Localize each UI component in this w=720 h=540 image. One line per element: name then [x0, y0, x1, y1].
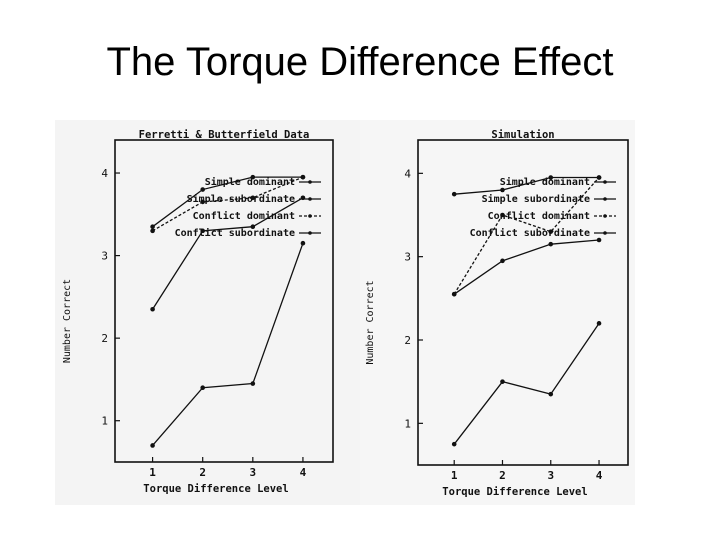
chart1-data-point-conflict-dominant	[500, 212, 505, 218]
chart1-series-line-conflict-dominant	[453, 177, 600, 295]
chart1-y-tick-label: 2	[404, 334, 411, 347]
chart1-chart-title: Simulation	[491, 129, 554, 141]
chart1-legend-label-simple-dominant: Simple dominant	[500, 176, 590, 188]
chart1-data-point-conflict-dominant	[451, 291, 457, 297]
chart1-legend-marker-simple-dominant	[603, 180, 607, 184]
chart1-legend-marker-simple-subordinate	[603, 197, 607, 201]
chart0-y-axis-label: Number Correct	[62, 279, 73, 363]
chart0-data-point-simple-subordinate	[200, 228, 206, 234]
chart0-data-point-conflict-dominant	[300, 174, 306, 180]
chart0-data-point-simple-subordinate	[150, 306, 155, 312]
chart0-y-tick-label: 2	[101, 332, 108, 345]
chart0-x-tick-label: 4	[300, 466, 307, 479]
chart-ferretti-butterfield: Ferretti & Butterfield Data 1 2 3 4 1 2 3 4 Torqu…	[62, 129, 334, 495]
chart1-data-point-simple-dominant	[451, 191, 457, 197]
chart1-y-axis-label: Number Correct	[365, 280, 376, 364]
chart1-data-point-conflict-dominant	[548, 229, 554, 234]
chart1-y-tick-label: 4	[404, 167, 411, 180]
chart1-y-tick-label: 3	[404, 251, 411, 264]
chart1-legend-marker-conflict-subordinate	[603, 231, 607, 235]
chart1-data-point-conflict-subordinate	[548, 391, 554, 397]
chart1-data-point-simple-subordinate	[596, 237, 602, 243]
chart0-x-tick-label: 1	[149, 466, 156, 479]
chart1-series-line-simple-subordinate	[453, 239, 600, 295]
chart1-plot-frame	[417, 139, 629, 466]
chart1-series-line-conflict-subordinate	[453, 322, 600, 445]
chart1-legend-label-conflict-dominant: Conflict dominant	[488, 210, 590, 222]
chart1-x-tick-label: 1	[451, 469, 458, 482]
chart1-data-point-simple-dominant	[500, 187, 505, 193]
chart0-y-tick-label: 3	[101, 250, 108, 263]
chart1-y-tick-label: 1	[404, 417, 411, 430]
chart-simulation: Simulation 1 2 3 4 1 2 3 4 Torque Difference Leve…	[365, 129, 629, 498]
chart0-data-point-simple-subordinate	[250, 224, 256, 229]
chart1-legend-label-simple-subordinate: Simple subordinate	[482, 193, 590, 205]
chart1-data-point-simple-dominant	[548, 175, 554, 180]
chart1-x-axis-label: Torque Difference Level	[442, 486, 587, 498]
chart0-legend-marker-conflict-subordinate	[308, 231, 312, 235]
chart1-data-point-conflict-subordinate	[500, 379, 505, 384]
chart0-chart-title: Ferretti & Butterfield Data	[139, 129, 310, 141]
chart0-plot-frame	[114, 139, 334, 463]
chart0-legend-marker-conflict-dominant	[308, 214, 312, 218]
chart0-legend-label-conflict-subordinate: Conflict subordinate	[175, 227, 295, 239]
chart0-legend-marker-simple-dominant	[308, 180, 312, 184]
chart1-legend-label-conflict-subordinate: Conflict subordinate	[470, 227, 590, 239]
chart0-data-point-simple-dominant	[250, 174, 256, 180]
chart0-data-point-conflict-subordinate	[200, 385, 206, 390]
chart0-series-line-conflict-subordinate	[152, 242, 304, 446]
chart0-data-point-simple-dominant	[150, 224, 155, 229]
chart0-y-tick-label: 4	[101, 167, 108, 180]
chart0-x-tick-label: 3	[250, 466, 257, 479]
scanned-figure-right	[360, 120, 635, 505]
chart0-legend-label-simple-dominant: Simple dominant	[205, 176, 295, 188]
chart0-data-point-conflict-dominant	[200, 199, 206, 205]
chart0-data-point-conflict-dominant	[150, 228, 155, 234]
chart1-x-tick-label: 3	[547, 469, 554, 482]
chart1-data-point-conflict-subordinate	[451, 441, 457, 447]
chart0-data-point-conflict-subordinate	[250, 381, 256, 386]
chart0-data-point-simple-dominant	[200, 187, 206, 192]
chart0-x-axis-label: Torque Difference Level	[143, 483, 288, 495]
chart0-y-tick-label: 1	[101, 415, 108, 428]
chart0-x-tick-label: 2	[199, 466, 206, 479]
chart0-series-line-simple-dominant	[152, 176, 303, 228]
chart0-data-point-conflict-subordinate	[300, 240, 306, 246]
chart0-series-line-conflict-dominant	[152, 176, 304, 232]
chart1-data-point-simple-subordinate	[500, 258, 505, 264]
chart1-x-tick-label: 2	[499, 469, 506, 482]
chart0-data-point-conflict-dominant	[250, 195, 256, 201]
chart0-legend-marker-simple-subordinate	[308, 197, 312, 201]
chart1-legend-marker-conflict-dominant	[603, 214, 607, 218]
chart0-series-line-simple-subordinate	[152, 197, 304, 310]
chart1-series-line-simple-dominant	[454, 176, 600, 195]
chart0-legend-label-conflict-dominant: Conflict dominant	[193, 210, 295, 222]
chart1-x-tick-label: 4	[596, 469, 603, 482]
chart1-data-point-simple-subordinate	[548, 241, 554, 247]
slide-title: The Torque Difference Effect	[106, 40, 614, 84]
chart0-data-point-conflict-subordinate	[150, 443, 155, 448]
chart1-data-point-conflict-subordinate	[596, 321, 602, 326]
chart0-legend-label-simple-subordinate: Simple subordinate	[187, 193, 295, 205]
chart1-data-point-conflict-dominant	[596, 175, 602, 180]
